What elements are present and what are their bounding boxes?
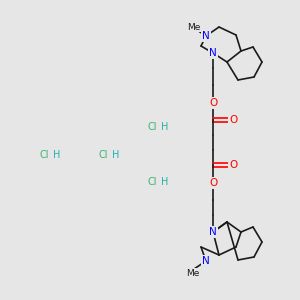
Text: N: N: [202, 31, 210, 41]
Text: O: O: [229, 160, 237, 170]
Text: Cl: Cl: [147, 177, 157, 187]
Text: Me: Me: [186, 268, 200, 278]
Text: Cl: Cl: [98, 150, 108, 160]
Text: O: O: [229, 115, 237, 125]
Text: H: H: [161, 177, 169, 187]
Text: Cl: Cl: [147, 122, 157, 132]
Text: N: N: [209, 227, 217, 237]
Text: H: H: [112, 150, 120, 160]
Text: H: H: [161, 122, 169, 132]
Text: Cl: Cl: [39, 150, 49, 160]
Text: N: N: [202, 256, 210, 266]
Text: O: O: [209, 178, 217, 188]
Text: N: N: [209, 48, 217, 58]
Text: H: H: [53, 150, 61, 160]
Text: Me: Me: [187, 22, 201, 32]
Text: O: O: [209, 98, 217, 108]
